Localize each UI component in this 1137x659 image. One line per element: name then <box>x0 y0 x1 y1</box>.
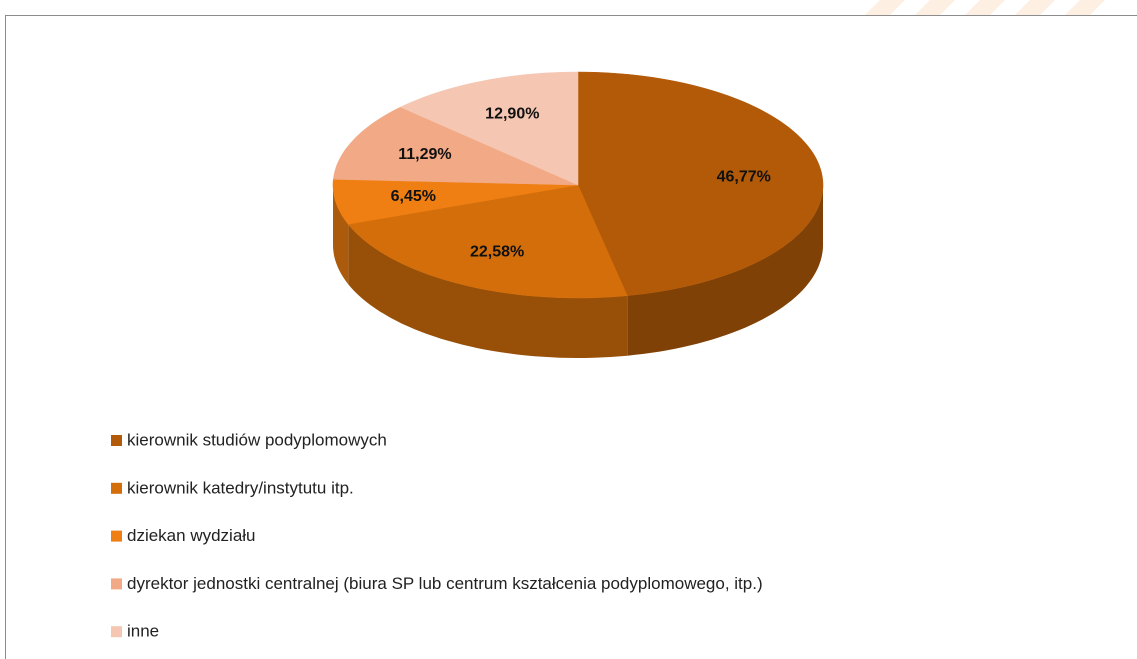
data-label: 12,90% <box>485 106 539 123</box>
pie-labels: 46,77% 22,58% 6,45% 11,29% 12,90% <box>391 106 771 261</box>
data-label: 11,29% <box>398 146 451 163</box>
legend-label: dyrektor jednostki centralnej (biura SP … <box>127 574 763 593</box>
slice-top <box>399 71 579 186</box>
pie-tops <box>332 71 824 299</box>
slice-top <box>333 106 579 186</box>
pie-slice <box>577 71 824 296</box>
legend: kierownik studiów podyplomowych kierownik… <box>111 430 763 641</box>
legend-swatch <box>111 482 122 494</box>
slice-side <box>627 185 823 356</box>
legend-label: dziekan wydziału <box>127 526 256 545</box>
slice-top <box>332 179 579 225</box>
legend-label: kierownik katedry/instytutu itp. <box>127 478 354 497</box>
data-label: 6,45% <box>391 188 436 205</box>
legend-label: inne <box>127 622 159 641</box>
legend-swatch <box>111 626 122 638</box>
data-label: 22,58% <box>470 243 524 260</box>
slice-side <box>333 185 349 285</box>
chart-border <box>5 15 1137 659</box>
legend-swatch <box>111 435 122 446</box>
legend-label: kierownik studiów podyplomowych <box>127 430 387 449</box>
slice-top <box>347 184 628 299</box>
decor-stripes <box>865 0 1105 15</box>
pie-sides <box>333 185 823 358</box>
legend-swatch <box>111 530 122 542</box>
data-label: 46,77% <box>717 168 771 185</box>
slice-top <box>577 71 824 296</box>
legend-swatch <box>111 578 122 590</box>
slice-side <box>348 224 628 358</box>
pie-slice <box>399 71 579 186</box>
pie-slice <box>332 179 579 225</box>
pie-slice <box>333 106 579 186</box>
pie-slice <box>347 184 628 299</box>
pie: 46,77% 22,58% 6,45% 11,29% 12,90% <box>332 71 824 358</box>
